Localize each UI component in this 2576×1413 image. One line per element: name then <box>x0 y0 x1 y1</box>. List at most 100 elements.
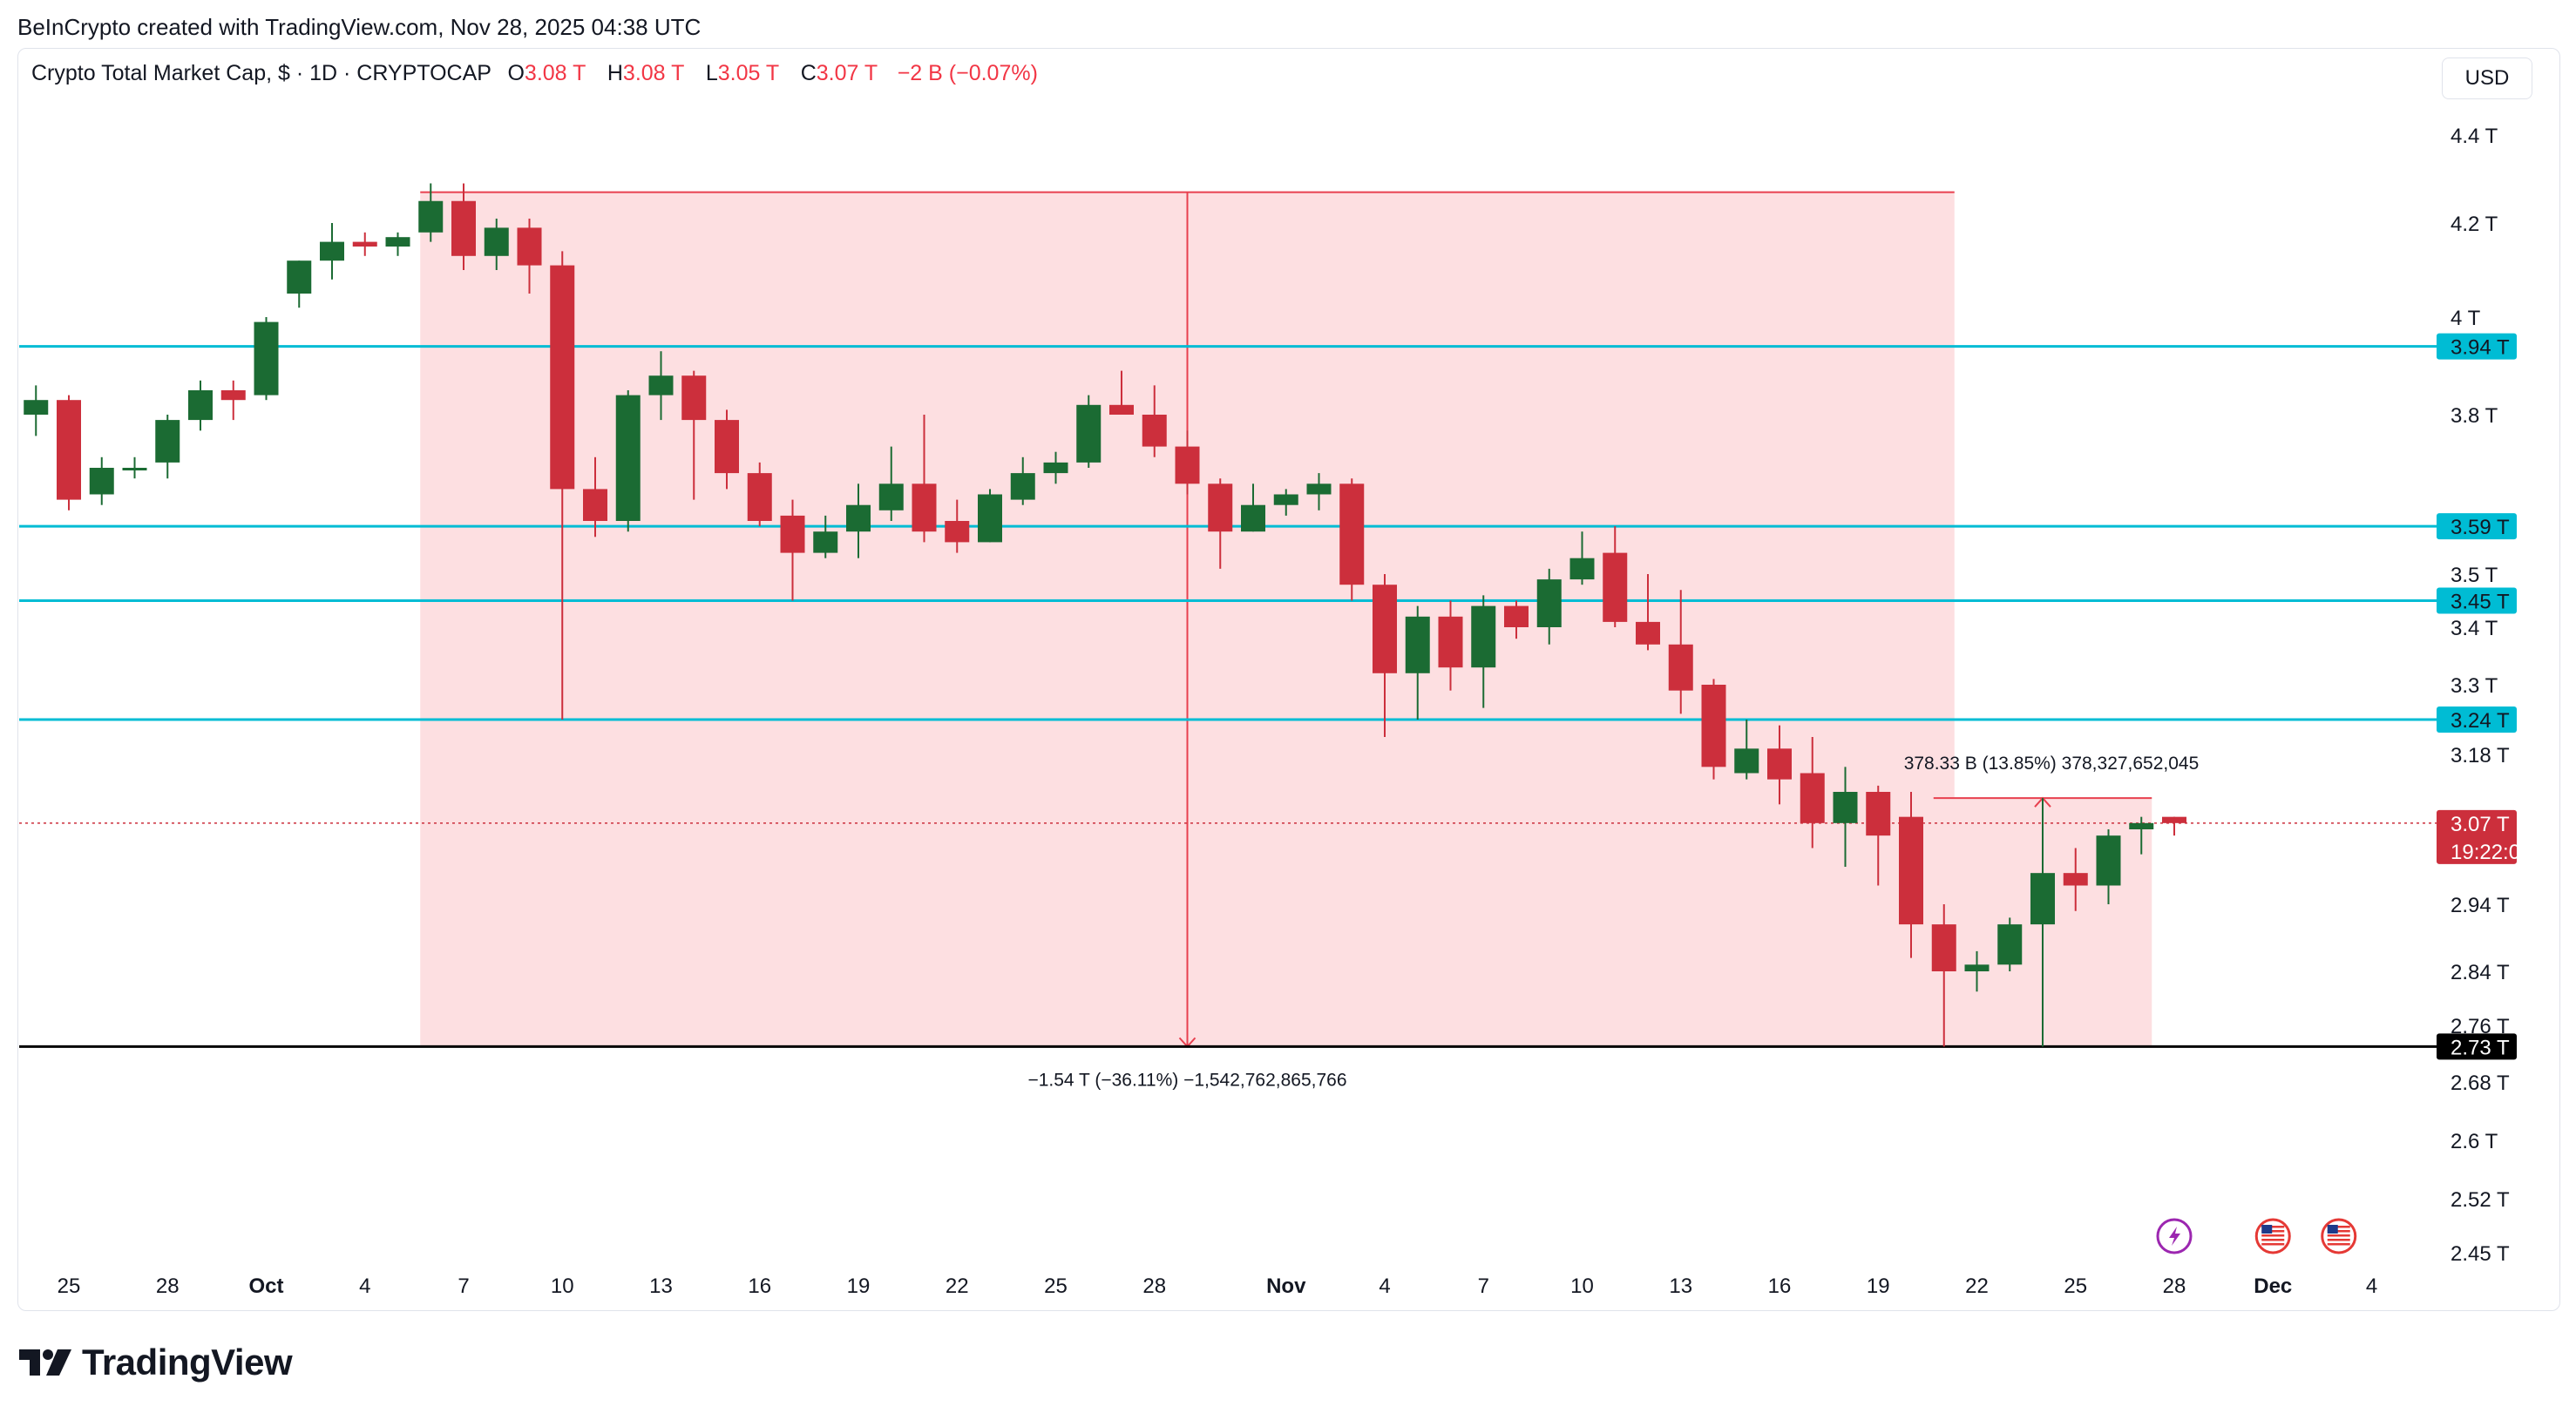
candle <box>1767 725 1792 805</box>
flag-stripe <box>2261 1239 2285 1241</box>
flag-stripe <box>2261 1234 2285 1237</box>
candle <box>648 351 674 421</box>
y-axis-tick-label: 2.68 T <box>2451 1072 2510 1095</box>
candlestick-chart[interactable]: −1.54 T (−36.11%) −1,542,762,865,766 378.… <box>0 0 2576 1315</box>
candle-body <box>1866 792 1891 836</box>
candle <box>1010 456 1035 505</box>
support-price-badge: 3.59 T <box>2451 516 2510 539</box>
candle <box>715 409 739 490</box>
candle-body <box>912 483 937 532</box>
symbol-legend: Crypto Total Market Cap, $ · 1D · CRYPTO… <box>31 61 1038 86</box>
chart-panel <box>17 48 2560 1311</box>
candle <box>1931 904 1956 1047</box>
candle <box>747 462 772 527</box>
support-price-badge-bg <box>2437 513 2517 540</box>
candle-body <box>1931 924 1956 971</box>
candle <box>1800 737 1825 848</box>
candle-body <box>1569 558 1595 580</box>
candle <box>2129 816 2154 855</box>
candle-body <box>615 395 641 521</box>
candle <box>1471 595 1496 708</box>
candle-body <box>1142 415 1167 447</box>
x-axis-tick-label: Dec <box>2254 1274 2292 1298</box>
candle <box>1373 574 1397 737</box>
x-axis-tick-label: 25 <box>58 1274 81 1298</box>
candle <box>2162 816 2186 836</box>
candle-body <box>715 420 739 474</box>
last-price-badge: 3.07 T <box>2451 813 2510 836</box>
x-axis-tick-label: 28 <box>2163 1274 2186 1298</box>
us-flag-icon[interactable] <box>2321 1218 2357 1254</box>
candle-body <box>418 200 444 233</box>
open-value: 3.08 T <box>524 61 586 85</box>
high-value: 3.08 T <box>622 61 684 85</box>
candle-body <box>747 473 772 521</box>
candle <box>1899 792 1923 958</box>
low-price-badge-bg <box>2437 1033 2517 1060</box>
y-axis-tick-label: 2.52 T <box>2451 1188 2510 1212</box>
candle-body <box>2162 816 2186 823</box>
y-axis-tick-label: 4 T <box>2451 307 2481 330</box>
candle <box>1734 720 1759 780</box>
x-axis-tick-label: 19 <box>1867 1274 1890 1298</box>
candle <box>615 390 641 532</box>
candle-body <box>780 515 805 553</box>
candle <box>320 223 344 280</box>
close-value: 3.07 T <box>816 61 878 85</box>
candle-body <box>2129 822 2154 829</box>
candle <box>1339 478 1365 601</box>
x-axis-tick-label: 22 <box>1965 1274 1989 1298</box>
symbol-name[interactable]: Crypto Total Market Cap, $ · 1D · CRYPTO… <box>31 61 491 85</box>
candle <box>1536 568 1562 645</box>
close-key: C <box>800 61 817 85</box>
y-axis-tick-label: 4.4 T <box>2451 125 2498 148</box>
x-axis-tick-label: 4 <box>359 1274 370 1298</box>
candle <box>1109 370 1134 415</box>
candle <box>1142 385 1167 457</box>
us-flag-icon[interactable] <box>2254 1218 2291 1254</box>
candle-body <box>1208 483 1233 532</box>
candle-body <box>945 521 970 543</box>
candle <box>451 183 476 270</box>
candle-body <box>1373 585 1397 673</box>
tradingview-logo[interactable]: TradingView <box>19 1342 293 1383</box>
candle <box>846 483 871 558</box>
candle-body <box>1076 404 1102 463</box>
candle <box>1043 451 1068 484</box>
candle-body <box>57 400 81 500</box>
x-axis-tick-label: Nov <box>1266 1274 1306 1298</box>
y-axis-tick-label: 3.5 T <box>2451 564 2498 587</box>
candle <box>681 370 707 500</box>
candle <box>24 385 49 436</box>
flag-stripe <box>2327 1226 2350 1228</box>
flag-stripe <box>2261 1226 2285 1228</box>
candle-body <box>1175 446 1200 484</box>
lightning-icon[interactable] <box>2156 1218 2193 1254</box>
candle <box>912 415 937 543</box>
candle-body <box>550 265 575 490</box>
x-axis-tick-label: 25 <box>1044 1274 1068 1298</box>
candle <box>1668 590 1693 714</box>
currency-button[interactable]: USD <box>2442 57 2532 99</box>
candle <box>1208 478 1233 569</box>
low-value: 3.05 T <box>717 61 779 85</box>
candle <box>352 232 377 256</box>
x-axis-tick-label: 7 <box>1478 1274 1489 1298</box>
support-price-badge: 3.45 T <box>2451 591 2510 614</box>
candle-body <box>89 468 114 495</box>
candle-body <box>1668 644 1693 691</box>
candle-body <box>517 227 542 266</box>
candle-body <box>1339 483 1365 585</box>
candle-body <box>484 227 509 256</box>
low-key: L <box>705 61 718 85</box>
candle-body <box>681 375 707 421</box>
candle <box>1833 767 1858 867</box>
measure-range-label: 378.33 B (13.85%) 378,327,652,045 <box>1904 754 2200 774</box>
support-price-badge-bg <box>2437 706 2517 733</box>
candle-body <box>1997 924 2023 965</box>
candle <box>188 380 213 431</box>
candle-body <box>813 531 838 553</box>
support-price-badge-bg <box>2437 333 2517 360</box>
last-price-badge-countdown: 19:22:00 <box>2451 841 2532 864</box>
candle <box>1273 489 1298 516</box>
